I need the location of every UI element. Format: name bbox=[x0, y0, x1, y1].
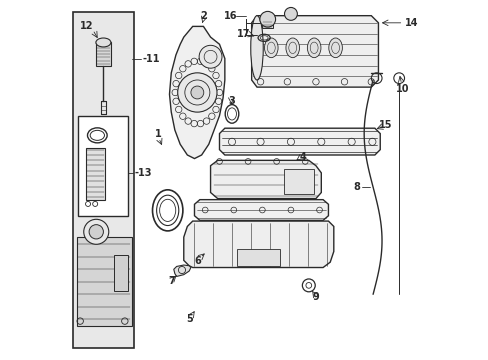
Ellipse shape bbox=[328, 38, 342, 58]
Text: 10: 10 bbox=[395, 84, 408, 94]
Text: -11: -11 bbox=[142, 54, 160, 64]
Polygon shape bbox=[173, 265, 190, 276]
Bar bbox=[96, 42, 110, 66]
Text: 14: 14 bbox=[405, 18, 418, 28]
Polygon shape bbox=[169, 26, 224, 158]
Bar bbox=[77, 237, 132, 327]
Bar bbox=[283, 169, 313, 194]
Circle shape bbox=[89, 225, 103, 239]
Text: 15: 15 bbox=[378, 120, 391, 130]
Circle shape bbox=[83, 219, 108, 244]
Text: 3: 3 bbox=[227, 96, 234, 107]
Circle shape bbox=[190, 86, 203, 99]
Text: 7: 7 bbox=[167, 276, 174, 286]
Circle shape bbox=[177, 73, 217, 112]
Circle shape bbox=[284, 8, 297, 20]
Polygon shape bbox=[251, 16, 378, 87]
Polygon shape bbox=[210, 160, 321, 199]
Polygon shape bbox=[219, 128, 380, 155]
Ellipse shape bbox=[285, 38, 299, 58]
Polygon shape bbox=[194, 200, 328, 220]
Text: 17: 17 bbox=[236, 28, 250, 39]
Ellipse shape bbox=[96, 38, 111, 47]
Circle shape bbox=[259, 12, 275, 27]
Bar bbox=[78, 116, 128, 216]
Ellipse shape bbox=[307, 38, 320, 58]
Text: 5: 5 bbox=[185, 314, 192, 324]
Bar bbox=[114, 255, 128, 291]
Text: 8: 8 bbox=[353, 182, 360, 192]
Polygon shape bbox=[183, 221, 333, 267]
Circle shape bbox=[199, 45, 222, 68]
Bar bbox=[85, 148, 105, 200]
Bar bbox=[262, 21, 272, 28]
Text: 2: 2 bbox=[200, 11, 206, 21]
Ellipse shape bbox=[250, 16, 263, 80]
Bar bbox=[237, 249, 280, 266]
Ellipse shape bbox=[264, 38, 278, 58]
Text: 1: 1 bbox=[154, 129, 161, 139]
Bar bbox=[73, 12, 134, 348]
Text: -13: -13 bbox=[134, 168, 152, 178]
Text: 6: 6 bbox=[194, 256, 200, 266]
Text: 9: 9 bbox=[312, 292, 319, 302]
Text: 12: 12 bbox=[80, 21, 93, 31]
Text: 4: 4 bbox=[300, 152, 306, 162]
Text: 16: 16 bbox=[224, 12, 237, 21]
